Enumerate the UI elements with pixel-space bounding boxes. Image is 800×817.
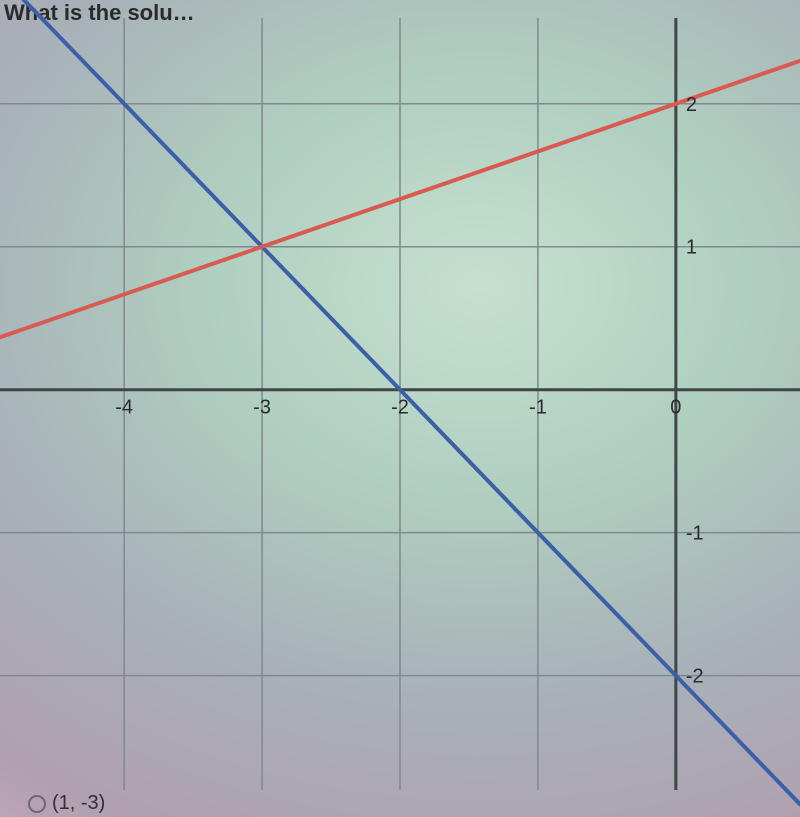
x-tick-label: -2	[391, 397, 409, 419]
y-tick-label: -2	[686, 666, 704, 688]
x-tick-label: -4	[115, 397, 133, 419]
y-tick-label: 1	[686, 237, 697, 259]
coordinate-chart: -4 -3 -2 -1 0 2 1 -1 -2	[0, 0, 800, 817]
y-tick-label: -1	[686, 523, 704, 545]
x-tick-label: -3	[253, 397, 271, 419]
answer-option-row[interactable]: (1, -3)	[28, 792, 105, 815]
x-tick-label: 0	[670, 397, 681, 419]
y-tick-label: 2	[686, 94, 697, 116]
x-tick-label: -1	[529, 397, 547, 419]
radio-icon[interactable]	[28, 795, 46, 813]
answer-option-label: (1, -3)	[52, 792, 105, 815]
